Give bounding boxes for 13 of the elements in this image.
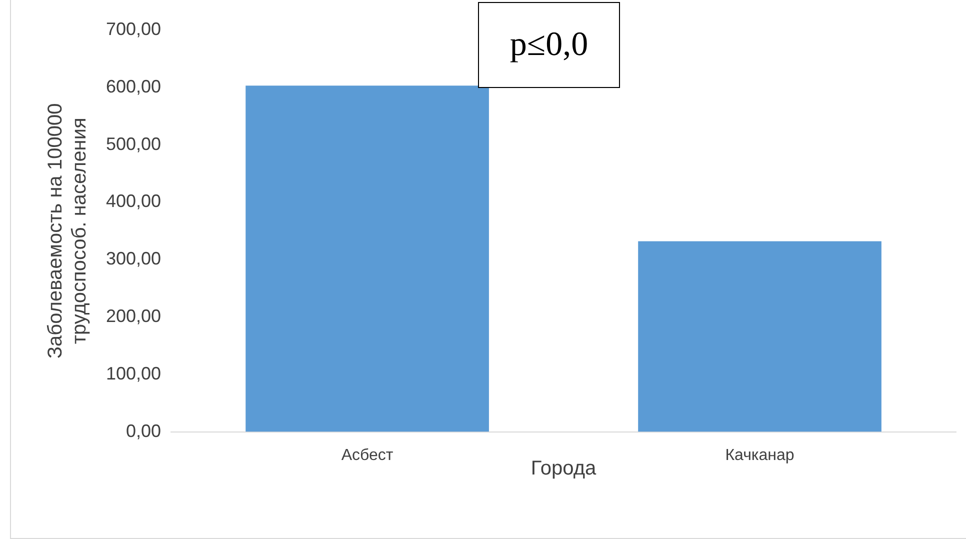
y-tick-label: 0,00 <box>126 420 162 441</box>
y-tick-label: 700,00 <box>106 18 162 39</box>
y-tick-label: 200,00 <box>106 306 162 326</box>
y-tick-label: 400,00 <box>106 191 162 212</box>
y-axis-title: Заболеваемость на 100000 трудоспособ. населения <box>44 103 91 359</box>
annotation: p≤0,0 <box>478 2 620 88</box>
x-tick-label: Качканар <box>725 446 794 464</box>
x-tick-label: Асбест <box>341 446 394 464</box>
y-tick-label: 500,00 <box>106 134 162 154</box>
x-axis-title: Города <box>530 457 598 480</box>
y-tick-label: 300,00 <box>106 248 162 269</box>
y-tick-label: 100,00 <box>106 363 162 384</box>
y-tick-label: 600,00 <box>106 76 162 96</box>
